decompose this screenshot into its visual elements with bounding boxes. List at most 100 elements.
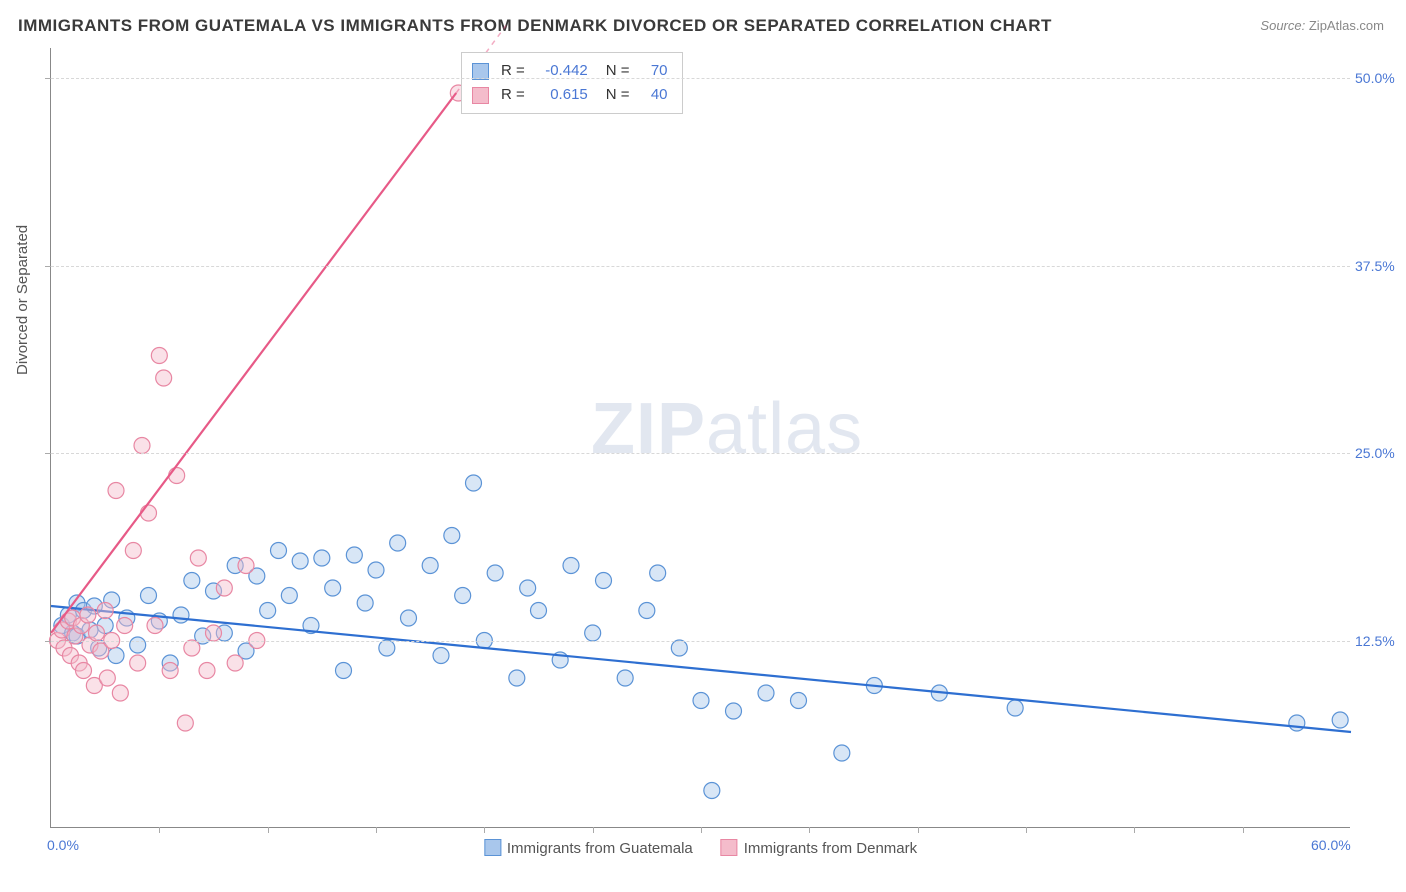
- data-point-denmark: [125, 543, 141, 559]
- data-point-guatemala: [1007, 700, 1023, 716]
- legend-label: Immigrants from Guatemala: [507, 840, 693, 857]
- data-point-denmark: [147, 618, 163, 634]
- x-tick-label: 60.0%: [1311, 837, 1351, 853]
- legend-label: Immigrants from Denmark: [744, 840, 917, 857]
- source-label: Source:: [1260, 18, 1305, 33]
- data-point-denmark: [80, 607, 96, 623]
- data-point-guatemala: [704, 783, 720, 799]
- stat-r-label: R =: [501, 59, 525, 83]
- chart-title: IMMIGRANTS FROM GUATEMALA VS IMMIGRANTS …: [18, 16, 1052, 36]
- data-point-denmark: [112, 685, 128, 701]
- data-point-guatemala: [671, 640, 687, 656]
- stat-r-value: 0.615: [533, 83, 588, 107]
- data-point-guatemala: [520, 580, 536, 596]
- data-point-guatemala: [108, 648, 124, 664]
- stat-row-guatemala: R = -0.442 N = 70: [472, 59, 668, 83]
- data-point-guatemala: [314, 550, 330, 566]
- source-attribution: Source: ZipAtlas.com: [1260, 18, 1384, 33]
- data-point-guatemala: [596, 573, 612, 589]
- data-point-guatemala: [271, 543, 287, 559]
- data-point-denmark: [97, 603, 113, 619]
- swatch-icon: [472, 87, 489, 104]
- stat-n-value: 40: [638, 83, 668, 107]
- data-point-guatemala: [455, 588, 471, 604]
- data-point-guatemala: [650, 565, 666, 581]
- data-point-denmark: [108, 483, 124, 499]
- data-point-guatemala: [1332, 712, 1348, 728]
- y-tick-label: 12.5%: [1355, 633, 1406, 649]
- y-axis-label: Divorced or Separated: [14, 225, 31, 375]
- data-point-guatemala: [368, 562, 384, 578]
- y-tick-label: 50.0%: [1355, 70, 1406, 86]
- data-point-guatemala: [390, 535, 406, 551]
- correlation-stats-box: R = -0.442 N = 70 R = 0.615 N = 40: [461, 52, 683, 114]
- data-point-guatemala: [184, 573, 200, 589]
- stat-r-label: R =: [501, 83, 525, 107]
- swatch-icon: [484, 839, 501, 856]
- data-point-denmark: [190, 550, 206, 566]
- legend: Immigrants from Guatemala Immigrants from…: [484, 839, 917, 857]
- legend-item-denmark: Immigrants from Denmark: [721, 839, 917, 857]
- data-point-denmark: [177, 715, 193, 731]
- chart-svg: [51, 48, 1350, 827]
- data-point-denmark: [199, 663, 215, 679]
- data-point-guatemala: [487, 565, 503, 581]
- gridline: [51, 78, 1350, 79]
- data-point-guatemala: [1289, 715, 1305, 731]
- data-point-denmark: [141, 505, 157, 521]
- data-point-denmark: [156, 370, 172, 386]
- data-point-guatemala: [422, 558, 438, 574]
- gridline: [51, 453, 1350, 454]
- data-point-guatemala: [758, 685, 774, 701]
- stat-row-denmark: R = 0.615 N = 40: [472, 83, 668, 107]
- chart-plot-area: ZIPatlas R =-0.442N =70R =0.615N =40 Imm…: [50, 48, 1350, 828]
- source-value: ZipAtlas.com: [1309, 18, 1384, 33]
- data-point-guatemala: [509, 670, 525, 686]
- gridline: [51, 266, 1350, 267]
- data-point-guatemala: [433, 648, 449, 664]
- x-tick-label: 0.0%: [47, 837, 79, 853]
- data-point-denmark: [151, 348, 167, 364]
- regression-line-denmark: [51, 93, 456, 633]
- data-point-guatemala: [346, 547, 362, 563]
- data-point-denmark: [227, 655, 243, 671]
- swatch-icon: [721, 839, 738, 856]
- data-point-denmark: [134, 438, 150, 454]
- data-point-guatemala: [531, 603, 547, 619]
- gridline: [51, 641, 1350, 642]
- stat-n-value: 70: [638, 59, 668, 83]
- data-point-guatemala: [693, 693, 709, 709]
- data-point-guatemala: [444, 528, 460, 544]
- data-point-guatemala: [617, 670, 633, 686]
- data-point-guatemala: [130, 637, 146, 653]
- data-point-guatemala: [834, 745, 850, 761]
- data-point-guatemala: [281, 588, 297, 604]
- data-point-guatemala: [379, 640, 395, 656]
- data-point-guatemala: [466, 475, 482, 491]
- data-point-denmark: [184, 640, 200, 656]
- data-point-guatemala: [639, 603, 655, 619]
- regression-line-guatemala: [51, 606, 1351, 732]
- data-point-guatemala: [726, 703, 742, 719]
- data-point-denmark: [130, 655, 146, 671]
- data-point-guatemala: [260, 603, 276, 619]
- data-point-denmark: [117, 618, 133, 634]
- stat-n-label: N =: [606, 83, 630, 107]
- data-point-guatemala: [325, 580, 341, 596]
- data-point-guatemala: [357, 595, 373, 611]
- legend-item-guatemala: Immigrants from Guatemala: [484, 839, 693, 857]
- data-point-denmark: [238, 558, 254, 574]
- data-point-guatemala: [563, 558, 579, 574]
- data-point-guatemala: [141, 588, 157, 604]
- stat-r-value: -0.442: [533, 59, 588, 83]
- data-point-denmark: [162, 663, 178, 679]
- y-tick-label: 37.5%: [1355, 258, 1406, 274]
- data-point-denmark: [206, 625, 222, 641]
- data-point-guatemala: [336, 663, 352, 679]
- data-point-denmark: [99, 670, 115, 686]
- stat-n-label: N =: [606, 59, 630, 83]
- data-point-guatemala: [401, 610, 417, 626]
- data-point-guatemala: [173, 607, 189, 623]
- data-point-guatemala: [292, 553, 308, 569]
- data-point-denmark: [216, 580, 232, 596]
